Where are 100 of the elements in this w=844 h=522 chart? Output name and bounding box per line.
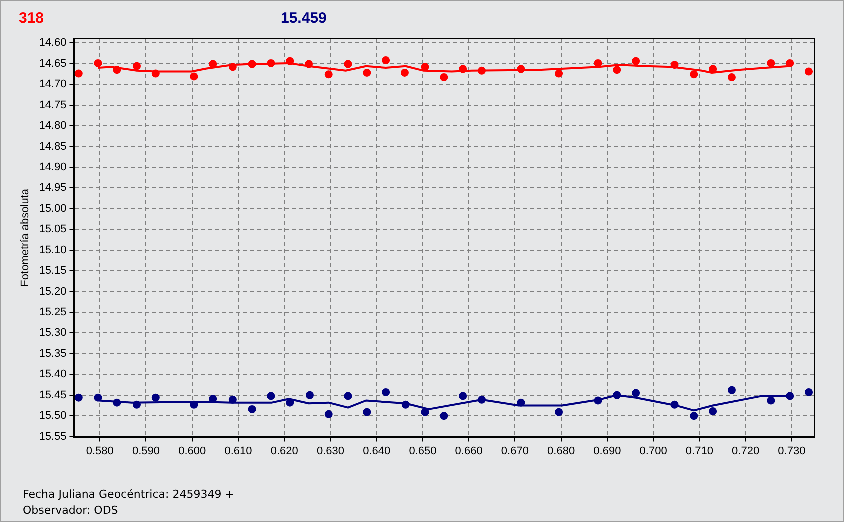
x-tick-label: 0.650	[409, 445, 437, 458]
point	[363, 68, 372, 77]
point	[517, 65, 526, 74]
x-tick-label: 0.710	[686, 445, 714, 458]
point	[267, 59, 276, 68]
y-tick-label: 14.80	[39, 120, 67, 132]
point	[517, 398, 526, 407]
point	[306, 391, 314, 400]
y-tick-label: 14.95	[39, 182, 67, 194]
y-tick-label: 14.90	[39, 161, 67, 174]
x-tick-label: 0.720	[732, 445, 760, 458]
x-tick-label: 0.660	[455, 445, 483, 458]
point	[382, 56, 390, 65]
x-tick-label: 0.610	[224, 445, 252, 458]
point	[555, 70, 564, 78]
point	[209, 60, 218, 68]
point	[74, 394, 83, 402]
point	[459, 65, 468, 74]
point	[228, 396, 237, 404]
y-tick-label: 15.55	[39, 430, 67, 443]
point	[248, 60, 256, 68]
point	[113, 398, 122, 407]
y-tick-label: 14.85	[39, 140, 67, 153]
point	[324, 410, 333, 418]
point	[324, 70, 333, 79]
y-tick-label: 15.35	[39, 348, 67, 360]
y-tick-label: 15.25	[39, 306, 67, 319]
y-tick-label: 14.60	[39, 37, 67, 50]
point	[305, 60, 314, 68]
x-tick-label: 0.640	[363, 445, 391, 458]
point	[478, 66, 486, 75]
point	[670, 400, 679, 409]
y-tick-label: 15.15	[39, 265, 67, 278]
point	[632, 57, 640, 66]
point	[555, 408, 564, 416]
chart-subtitle: 15.459	[281, 10, 327, 27]
y-tick-label: 15.45	[39, 389, 67, 402]
y-tick-label: 15.10	[39, 244, 67, 256]
point	[767, 396, 776, 405]
point	[74, 70, 83, 78]
point	[670, 61, 679, 70]
point	[728, 386, 736, 394]
point	[248, 405, 256, 414]
x-tick-label: 0.690	[594, 445, 622, 458]
point	[94, 394, 102, 402]
x-tick-label: 0.600	[178, 445, 206, 458]
point	[690, 70, 698, 79]
point	[132, 62, 141, 70]
point	[786, 59, 794, 68]
y-tick-label: 14.75	[39, 99, 67, 112]
point	[286, 57, 294, 66]
y-tick-label: 15.00	[39, 202, 67, 215]
point	[209, 395, 218, 404]
y-axis-title: Fotometría absoluta	[20, 188, 32, 287]
x-tick-label: 0.620	[270, 445, 298, 458]
point	[402, 400, 410, 409]
point	[344, 392, 352, 400]
point	[113, 66, 122, 74]
point	[440, 74, 448, 82]
x-tick-label: 0.630	[316, 445, 344, 458]
point	[805, 388, 814, 396]
point	[190, 400, 198, 409]
y-tick-label: 15.30	[39, 327, 67, 340]
text: Observador: ODS	[23, 504, 118, 517]
x-tick-label: 0.590	[132, 445, 160, 458]
point	[459, 392, 468, 400]
point	[267, 392, 276, 400]
x-tick-label: 0.730	[778, 445, 806, 458]
x-tick-label: 0.700	[640, 445, 668, 458]
y-tick-label: 14.70	[39, 78, 67, 91]
point	[132, 400, 141, 409]
y-tick-label: 15.05	[39, 224, 67, 236]
point	[400, 68, 409, 77]
point	[594, 59, 602, 68]
point	[152, 394, 160, 402]
point	[728, 74, 736, 82]
y-tick-label: 15.40	[39, 368, 67, 381]
point	[805, 68, 814, 76]
x-tick-label: 0.670	[501, 445, 529, 458]
x-tick-label: 0.680	[548, 445, 576, 458]
point	[440, 412, 448, 420]
point	[613, 391, 622, 400]
x-tick-label: 0.580	[86, 445, 114, 458]
point	[228, 63, 237, 72]
point	[709, 408, 718, 416]
y-tick-label: 15.20	[39, 286, 67, 298]
y-tick-label: 15.50	[39, 410, 67, 422]
point	[421, 408, 430, 416]
point	[632, 389, 640, 398]
point	[690, 412, 698, 420]
point	[786, 392, 794, 400]
point	[767, 59, 776, 68]
point	[94, 59, 102, 68]
point	[363, 408, 372, 416]
point	[344, 60, 352, 68]
point	[152, 70, 160, 78]
chart-title: 318	[19, 10, 44, 27]
point	[382, 388, 390, 396]
point	[190, 72, 198, 81]
point	[613, 66, 622, 74]
